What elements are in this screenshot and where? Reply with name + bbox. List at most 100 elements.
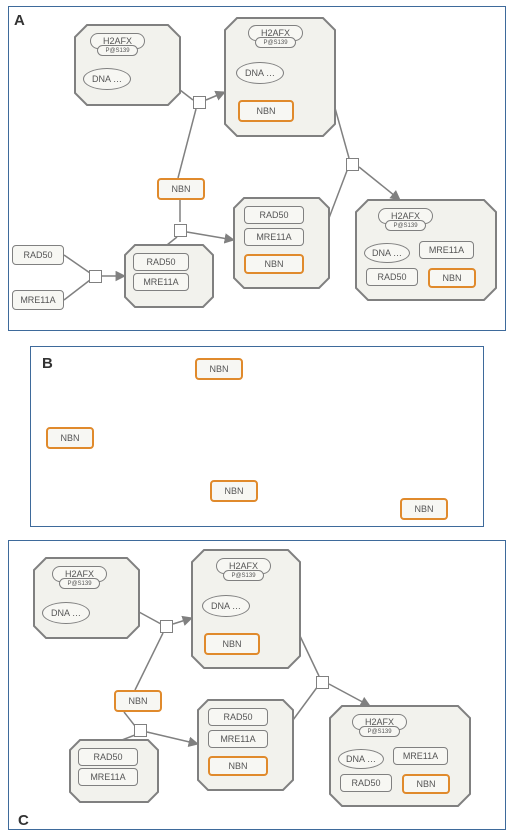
node-label: RAD50 — [351, 779, 380, 788]
node-label: MRE11A — [256, 233, 291, 242]
node-label: RAD50 — [223, 713, 252, 722]
node-dna-: DNA … — [338, 749, 384, 769]
node-label: P@S139 — [231, 573, 255, 579]
edge — [293, 686, 318, 720]
node-label: DNA … — [245, 69, 275, 78]
node-label: RAD50 — [377, 273, 406, 282]
node-label: NBN — [414, 505, 433, 514]
node-label: MRE11A — [90, 773, 125, 782]
node-nbn: NBN — [157, 178, 205, 200]
node-rad50: RAD50 — [78, 748, 138, 766]
node-label: RAD50 — [93, 753, 122, 762]
node-nbn: NBN — [46, 427, 94, 449]
node-label: NBN — [442, 274, 461, 283]
edge — [64, 255, 90, 273]
node-label: RAD50 — [146, 258, 175, 267]
node-label: MRE11A — [429, 246, 464, 255]
node-rad50: RAD50 — [244, 206, 304, 224]
edge — [300, 636, 319, 676]
node-dna-: DNA … — [83, 68, 131, 90]
node-mre11a: MRE11A — [12, 290, 64, 310]
node-nbn: NBN — [402, 774, 450, 794]
node-nbn: NBN — [238, 100, 294, 122]
node-label: NBN — [171, 185, 190, 194]
node-dna-: DNA … — [202, 595, 250, 617]
node-label: MRE11A — [220, 735, 255, 744]
node-label: NBN — [60, 434, 79, 443]
node-label: P@S139 — [263, 40, 287, 46]
node-mre11a: MRE11A — [208, 730, 268, 748]
panel-label-A: A — [14, 12, 25, 29]
process-a-p2 — [89, 270, 102, 283]
node-p-s139: P@S139 — [359, 726, 400, 737]
node-nbn: NBN — [208, 756, 268, 776]
edge — [167, 237, 177, 245]
node-rad50: RAD50 — [12, 245, 64, 265]
edge — [329, 684, 370, 706]
node-label: DNA … — [92, 75, 122, 84]
node-label: P@S139 — [367, 729, 391, 735]
node-nbn: NBN — [400, 498, 448, 520]
node-rad50: RAD50 — [366, 268, 418, 286]
node-mre11a: MRE11A — [133, 273, 189, 291]
node-label: P@S139 — [393, 223, 417, 229]
node-label: DNA … — [346, 755, 376, 764]
node-rad50: RAD50 — [340, 774, 392, 792]
node-label: NBN — [264, 260, 283, 269]
edge — [173, 618, 192, 624]
node-label: NBN — [228, 762, 247, 771]
process-c-p4 — [316, 676, 329, 689]
node-label: DNA … — [211, 602, 241, 611]
node-p-s139: P@S139 — [223, 570, 264, 581]
node-mre11a: MRE11A — [244, 228, 304, 246]
process-a-p4 — [346, 158, 359, 171]
node-label: NBN — [128, 697, 147, 706]
process-c-p1 — [160, 620, 173, 633]
node-label: DNA … — [51, 609, 81, 618]
node-label: P@S139 — [67, 581, 91, 587]
node-label: NBN — [416, 780, 435, 789]
edge — [359, 167, 400, 200]
node-dna-: DNA … — [42, 602, 90, 624]
node-label: NBN — [224, 487, 243, 496]
node-label: RAD50 — [23, 251, 52, 260]
node-rad50: RAD50 — [133, 253, 189, 271]
node-mre11a: MRE11A — [419, 241, 474, 259]
edge — [206, 92, 225, 100]
node-p-s139: P@S139 — [59, 578, 100, 589]
node-p-s139: P@S139 — [97, 45, 138, 56]
node-dna-: DNA … — [364, 243, 410, 263]
node-label: DNA … — [372, 249, 402, 258]
node-p-s139: P@S139 — [255, 37, 296, 48]
node-nbn: NBN — [428, 268, 476, 288]
edge — [335, 108, 349, 158]
edge — [139, 612, 161, 624]
node-label: NBN — [222, 640, 241, 649]
edge — [178, 109, 196, 178]
node-label: MRE11A — [20, 296, 55, 305]
edge — [329, 168, 348, 218]
edge — [135, 633, 163, 690]
node-label: NBN — [256, 107, 275, 116]
process-a-p1 — [193, 96, 206, 109]
node-rad50: RAD50 — [208, 708, 268, 726]
edge — [64, 280, 90, 300]
panel-label-B: B — [42, 355, 53, 372]
edge — [187, 232, 234, 240]
node-mre11a: MRE11A — [78, 768, 138, 786]
node-nbn: NBN — [204, 633, 260, 655]
node-mre11a: MRE11A — [393, 747, 448, 765]
node-label: MRE11A — [143, 278, 178, 287]
edge — [180, 90, 193, 100]
node-dna-: DNA … — [236, 62, 284, 84]
edge — [147, 732, 198, 744]
process-a-p3 — [174, 224, 187, 237]
node-label: RAD50 — [259, 211, 288, 220]
node-p-s139: P@S139 — [385, 220, 426, 231]
node-nbn: NBN — [114, 690, 162, 712]
node-label: P@S139 — [105, 48, 129, 54]
node-nbn: NBN — [195, 358, 243, 380]
node-nbn: NBN — [244, 254, 304, 274]
node-label: NBN — [209, 365, 228, 374]
node-nbn: NBN — [210, 480, 258, 502]
